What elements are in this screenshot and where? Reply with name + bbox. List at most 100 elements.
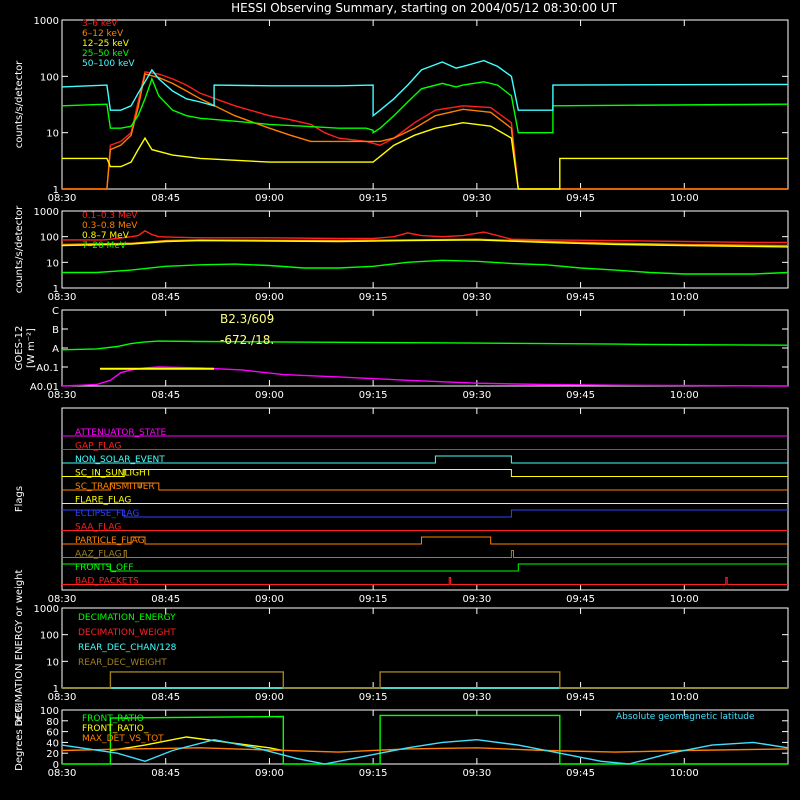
legend-entry: 3–6 keV [82, 19, 118, 29]
x-tick-label: 09:00 [255, 594, 284, 605]
flag-label: NON_SOLAR_EVENT [75, 455, 165, 465]
series-line-6-12-kev [62, 73, 788, 190]
x-tick-label: 10:00 [670, 390, 699, 401]
y-tick-label: 100 [40, 233, 59, 244]
y-tick-label: A [52, 344, 59, 355]
y-unit-label: [W m⁻²] [26, 328, 37, 368]
legend-entry: 0.3–0.8 MeV [82, 221, 138, 231]
y-tick-label: 1000 [34, 207, 59, 218]
x-tick-label: 09:15 [359, 390, 388, 401]
x-tick-label: 09:30 [462, 692, 491, 703]
x-tick-label: 08:30 [48, 768, 77, 779]
y-tick-label: 1 [53, 185, 59, 196]
series-line-sc-in-sunlight [62, 469, 788, 477]
x-tick-label: 10:00 [670, 768, 699, 779]
goes-flare-class: B2.3/609 [220, 312, 274, 326]
series-line-particle-flag [62, 536, 788, 545]
y-tick-label: 80 [46, 717, 59, 728]
flag-label: SC_IN_SUNLIGHT [75, 469, 152, 479]
flag-label: FRONTS_OFF [75, 563, 133, 573]
plot-frame [61, 407, 789, 591]
plot-frame [61, 210, 789, 289]
legend-entry: MAX_DET_VS_TOT [82, 734, 164, 744]
legend-entry: REAR_DEC_WEIGHT [78, 658, 167, 668]
panel-goes: A0.01 A0.1 ABC 08:30 08:45 09:00 09:15 09:30 09:… [14, 306, 789, 401]
panel-rates-hi: 1 10 100 1000 08:30 08:45 09:00 09:15 09:30 09:45… [14, 205, 789, 303]
series-line-25-50-kev [61, 76, 789, 134]
series-line-0-3-0-8-mev [61, 238, 789, 247]
y-axis-label: counts/s/detector [14, 205, 25, 293]
y-tick-label: B [52, 325, 59, 336]
series-line-front-ratio [62, 714, 788, 765]
series-line-fronts-off [62, 563, 788, 572]
legend-entry: DECIMATION_ENERGY [78, 613, 176, 623]
y-tick-label: 40 [46, 738, 59, 749]
legend-entry: 0.1–0.3 MeV [82, 211, 138, 221]
goes-flare-location: -672./18. [220, 333, 274, 347]
series-line-aaz-flag [62, 550, 788, 558]
y-tick-label: 100 [40, 706, 59, 717]
legend-entry: 6–12 keV [82, 29, 124, 39]
series-line-non-solar-event [62, 455, 788, 464]
series-line-bad-packets [62, 577, 788, 585]
y-tick-label: 10 [46, 129, 59, 140]
x-tick-label: 08:45 [151, 768, 180, 779]
x-tick-label: 10:00 [670, 594, 699, 605]
x-tick-label: 09:15 [359, 292, 388, 303]
x-tick-label: 08:45 [151, 292, 180, 303]
y-tick-label: 10 [46, 258, 59, 269]
x-tick-label: 09:00 [255, 193, 284, 204]
y-tick-label: 20 [46, 749, 59, 760]
series-line-0-1-0-3-mev [62, 229, 788, 244]
legend-entry: FRONT_RATIO_ [82, 724, 149, 734]
legend-entry: REAR_DEC_CHAN/128 [78, 643, 177, 653]
x-tick-label: 09:15 [359, 692, 388, 703]
y-tick-label: 100 [40, 631, 59, 642]
flag-label: AAZ_FLAG [75, 550, 122, 560]
legend-entry: 0.8–7 MeV [82, 231, 130, 241]
legend-entry: DECIMATION_WEIGHT [78, 628, 176, 638]
x-tick-label: 08:30 [48, 692, 77, 703]
panel-flags: 08:30 08:45 09:00 09:15 09:30 09:45 10:00 Flags… [14, 407, 789, 605]
flag-label: GAP_FLAG [75, 442, 121, 452]
y-axis-label: DECIMATION ENERGY or weight [14, 569, 25, 726]
x-tick-label: 09:30 [462, 390, 491, 401]
y-tick-label: A0.1 [36, 363, 59, 374]
flag-label: PARTICLE_FLAG [75, 536, 145, 546]
y-axis-label: Degrees or % [14, 703, 25, 771]
x-tick-label: 10:00 [670, 193, 699, 204]
flag-label: FLARE_FLAG [75, 496, 131, 506]
series-line-absolute-geomagnetic-latitude [61, 738, 789, 765]
figure-title: HESSI Observing Summary, starting on 200… [231, 1, 617, 15]
x-tick-label: 08:45 [151, 390, 180, 401]
x-tick-label: 09:15 [359, 193, 388, 204]
series-line-rear-dec-weight [62, 671, 788, 689]
x-tick-label: 09:30 [462, 594, 491, 605]
plot-frame [61, 709, 789, 765]
series-line-0-8-7-mev [61, 239, 789, 248]
series-line-max-det-vs-tot [61, 747, 789, 753]
series-line-front-ratio- [110, 736, 284, 752]
y-tick-label: C [52, 306, 59, 317]
series-line-7-20-mev [62, 259, 789, 275]
x-tick-label: 09:00 [255, 768, 284, 779]
x-tick-label: 09:45 [566, 692, 595, 703]
x-tick-label: 09:00 [255, 692, 284, 703]
panel-rates-lo: 1 10 100 1000 08:30 08:45 09:00 09:15 09:30 09:45… [14, 16, 789, 204]
x-tick-label: 09:30 [462, 768, 491, 779]
x-tick-label: 09:45 [566, 594, 595, 605]
flag-label: SAA_FLAG [75, 523, 121, 533]
x-tick-label: 08:30 [48, 390, 77, 401]
x-tick-label: 09:00 [255, 292, 284, 303]
x-tick-label: 08:45 [151, 193, 180, 204]
flag-label: BAD_PACKETS [75, 577, 139, 587]
geomagnetic-latitude-label: Absolute geomagnetic latitude [616, 712, 755, 722]
x-tick-label: 09:45 [566, 390, 595, 401]
x-tick-label: 09:45 [566, 292, 595, 303]
series-line-3-6-kev [62, 71, 788, 190]
y-tick-label: 60 [46, 728, 59, 739]
x-tick-label: 09:30 [462, 193, 491, 204]
